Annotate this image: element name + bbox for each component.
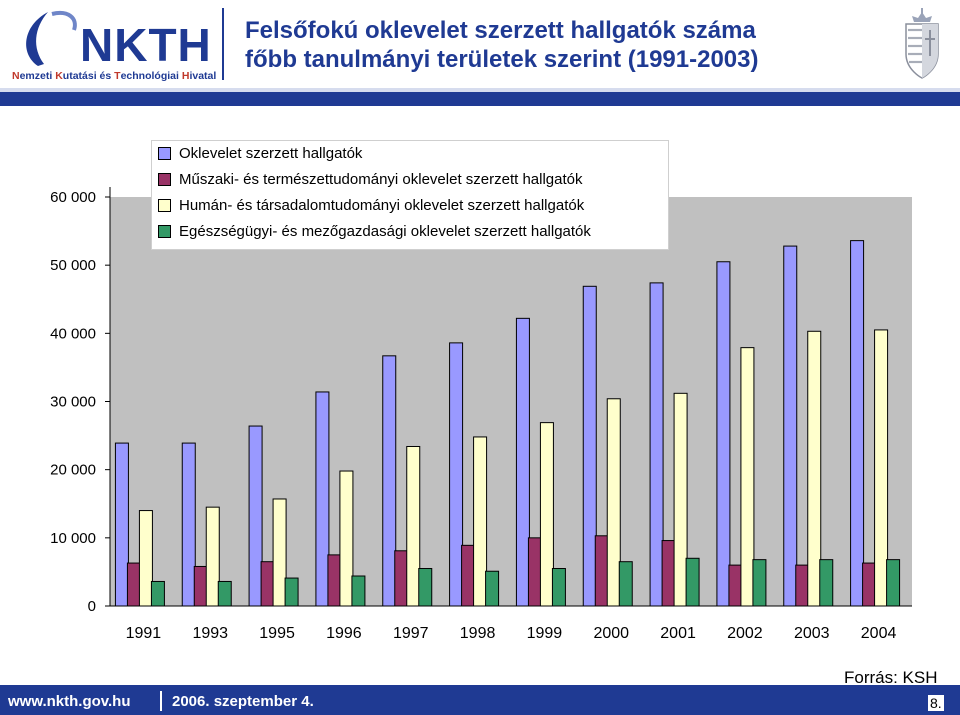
x-tick-label: 1991 — [126, 625, 162, 642]
bar — [461, 544, 476, 607]
bar — [449, 342, 464, 607]
bar — [649, 282, 664, 607]
bar — [473, 436, 488, 607]
bar — [272, 498, 287, 607]
bar — [783, 245, 798, 607]
bar — [819, 559, 834, 607]
bar — [406, 445, 421, 607]
legend-label: Műszaki- és természettudományi oklevelet… — [179, 170, 583, 188]
footer-separator — [160, 691, 162, 711]
bar — [126, 562, 141, 607]
bar — [339, 470, 354, 607]
legend-swatch-humanities — [158, 198, 171, 212]
bar — [181, 442, 196, 607]
header-accent-line — [0, 88, 960, 92]
bar — [539, 422, 554, 607]
bar — [351, 575, 366, 607]
chart-legend: Oklevelet szerzett hallgatók Műszaki- és… — [151, 140, 669, 250]
y-tick-label: 10 000 — [50, 530, 96, 547]
title-line-1: Felsőfokú oklevelet szerzett hallgatók s… — [245, 17, 756, 44]
y-tick-label: 60 000 — [50, 189, 96, 206]
header-separator — [222, 8, 224, 80]
bar — [394, 550, 409, 607]
header-band — [0, 92, 960, 106]
x-tick-label: 1999 — [527, 625, 563, 642]
bar — [315, 391, 330, 607]
logo-swoosh-icon — [26, 11, 77, 66]
bar — [673, 392, 688, 607]
footer-url-link[interactable]: www.nkth.gov.hu — [8, 693, 131, 710]
plot-area — [110, 197, 912, 606]
bar — [217, 580, 232, 607]
bar — [752, 559, 767, 607]
legend-item: Műszaki- és természettudományi oklevelet… — [158, 167, 583, 191]
bar — [382, 355, 397, 607]
bar-chart: 0 10 000 20 000 30 000 40 000 50 000 60 000 199… — [50, 187, 912, 642]
bar — [150, 580, 165, 607]
bar — [515, 317, 530, 607]
legend-swatch-health — [158, 224, 171, 238]
bar — [193, 565, 208, 607]
y-tick-label: 20 000 — [50, 462, 96, 479]
footer-band: www.nkth.gov.hu 2006. szeptember 4. 8. — [0, 685, 960, 715]
bar — [594, 535, 609, 607]
logo-text: NKTH — [80, 19, 212, 71]
legend-item: Oklevelet szerzett hallgatók — [158, 141, 362, 165]
x-tick-label: 2001 — [660, 625, 696, 642]
source-note: Forrás: KSH — [844, 668, 938, 687]
coat-of-arms-icon — [905, 8, 939, 79]
bar — [740, 347, 755, 607]
bar — [260, 561, 275, 607]
legend-label: Oklevelet szerzett hallgatók — [179, 144, 363, 162]
x-tick-label: 2004 — [861, 625, 897, 642]
title-line-2: főbb tanulmányi területek szerint (1991-… — [245, 46, 759, 73]
footer-date: 2006. szeptember 4. — [172, 693, 314, 710]
legend-swatch-total — [158, 146, 171, 160]
legend-label: Humán- és társadalomtudományi oklevelet … — [179, 196, 585, 214]
x-tick-label: 1993 — [192, 625, 228, 642]
legend-item: Egészségügyi- és mezőgazdasági oklevelet… — [158, 219, 591, 243]
bar — [551, 568, 566, 607]
bar — [248, 425, 263, 607]
bar — [418, 568, 433, 607]
x-tick-label: 2003 — [794, 625, 830, 642]
bar — [582, 285, 597, 607]
page-title: Felsőfokú oklevelet szerzett hallgatók s… — [245, 16, 759, 74]
bar — [807, 330, 822, 607]
x-tick-label: 1995 — [259, 625, 295, 642]
legend-item: Humán- és társadalomtudományi oklevelet … — [158, 193, 584, 217]
bar — [284, 577, 299, 607]
y-tick-label: 0 — [88, 598, 96, 615]
bar — [606, 398, 621, 607]
y-tick-label: 40 000 — [50, 325, 96, 342]
bar — [114, 442, 129, 607]
bar — [795, 564, 810, 607]
bar — [205, 506, 220, 607]
x-tick-label: 1997 — [393, 625, 429, 642]
bar — [527, 537, 542, 607]
bar — [728, 564, 743, 607]
bar — [850, 240, 865, 607]
bar — [138, 510, 153, 607]
bar — [886, 559, 901, 607]
bar — [661, 540, 676, 607]
page-number: 8. — [928, 695, 944, 711]
bar — [618, 561, 633, 607]
x-tick-label: 1998 — [460, 625, 496, 642]
logo-subtitle: Nemzeti Kutatási és Technológiai Hivatal — [12, 70, 217, 82]
legend-label: Egészségügyi- és mezőgazdasági oklevelet… — [179, 222, 591, 240]
bar — [716, 261, 731, 607]
bar — [327, 554, 342, 607]
y-tick-label: 30 000 — [50, 394, 96, 411]
bar — [874, 329, 889, 607]
bar — [685, 557, 700, 607]
x-tick-label: 2000 — [593, 625, 629, 642]
x-tick-label: 1996 — [326, 625, 362, 642]
legend-swatch-engineering — [158, 172, 171, 186]
x-tick-label: 2002 — [727, 625, 763, 642]
y-tick-label: 50 000 — [50, 257, 96, 274]
bar — [862, 562, 877, 607]
nkth-logo[interactable]: NKTH Nemzeti Kutatási és Technológiai Hi… — [8, 4, 218, 86]
bar — [485, 570, 500, 607]
